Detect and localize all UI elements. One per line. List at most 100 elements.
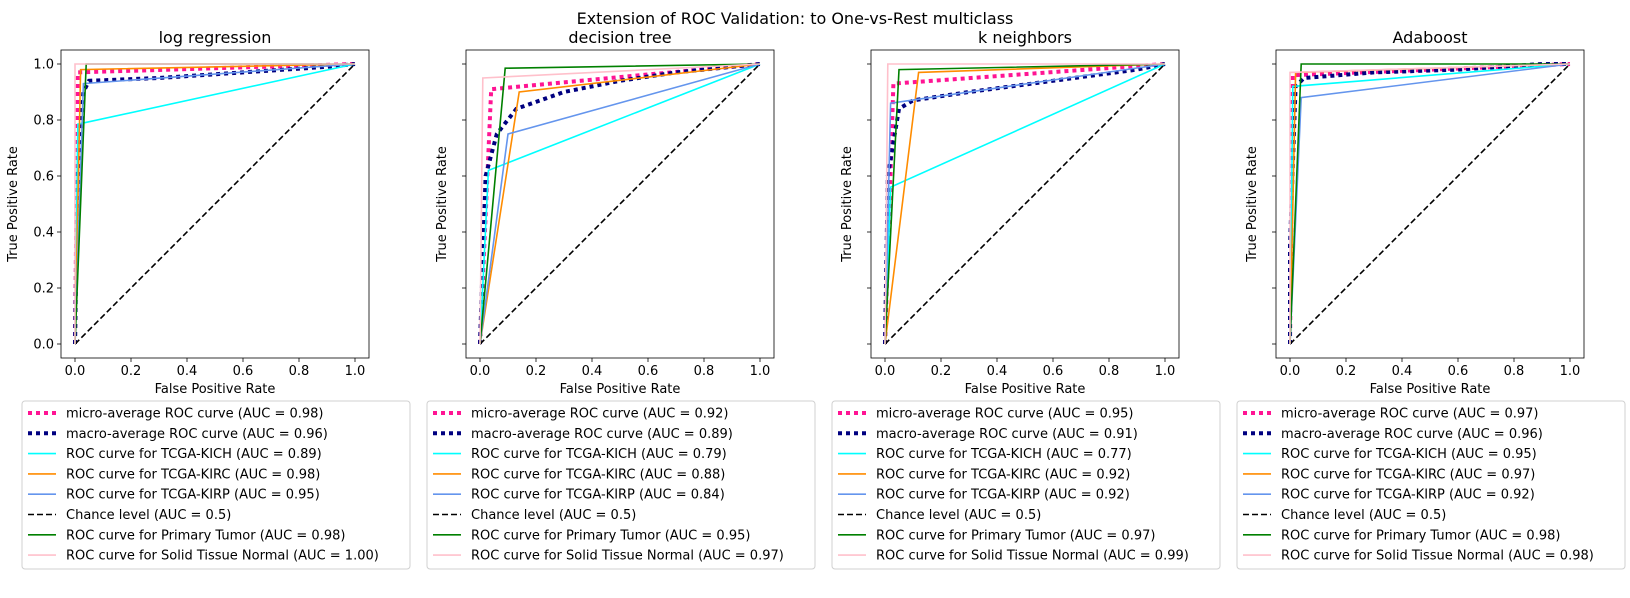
roc-curve-6 (1289, 63, 1571, 345)
legend-entry-4: ROC curve for TCGA-KIRC (AUC = 0.88) (471, 467, 725, 482)
x-tick-label: 1.0 (750, 364, 771, 379)
curves (1288, 62, 1571, 345)
x-tick-label: 0.6 (1448, 364, 1469, 379)
legend-entry-5: ROC curve for TCGA-KIRP (AUC = 0.84) (471, 488, 725, 503)
legend-box (426, 400, 816, 570)
legend-entry-7: ROC curve for Primary Tumor (AUC = 0.97) (876, 528, 1155, 543)
x-tick-label: 0.8 (694, 364, 715, 379)
legend-entry-2: macro-average ROC curve (AUC = 0.89) (471, 427, 733, 442)
x-tick-label: 0.6 (1043, 364, 1064, 379)
legend-box (21, 400, 411, 570)
x-axis-label: False Positive Rate (965, 382, 1086, 397)
legend-entry-7: ROC curve for Primary Tumor (AUC = 0.98) (1281, 528, 1560, 543)
y-tick-label: 0.8 (33, 114, 54, 129)
y-tick-label: 0.0 (33, 338, 54, 353)
legend-entry-3: ROC curve for TCGA-KICH (AUC = 0.95) (1281, 447, 1537, 462)
roc-curve-8 (884, 63, 1165, 345)
legend: micro-average ROC curve (AUC = 0.97) macr… (1236, 400, 1626, 570)
legend-entry-8: ROC curve for Solid Tissue Normal (AUC =… (471, 549, 784, 564)
y-tick-label: 1.0 (33, 58, 54, 73)
x-tick-label: 0.0 (1280, 364, 1301, 379)
subplot-4: Adaboost 0.0 0.2 0.4 0.6 0.8 1.0 False Positive… (1236, 28, 1626, 570)
x-tick-label: 0.0 (470, 364, 491, 379)
legend-entry-3: ROC curve for TCGA-KICH (AUC = 0.89) (66, 447, 322, 462)
legend: micro-average ROC curve (AUC = 0.98) macr… (21, 400, 411, 570)
subplot-title: Adaboost (1393, 28, 1468, 47)
subplot-title: k neighbors (978, 28, 1072, 47)
axes-frame (465, 49, 775, 359)
roc-curve-2 (1288, 62, 1570, 344)
x-axis-label: False Positive Rate (155, 382, 276, 397)
x-tick-label: 0.4 (582, 364, 603, 379)
y-tick-label: 0.4 (33, 226, 54, 241)
roc-curve-3 (1289, 63, 1571, 345)
legend: micro-average ROC curve (AUC = 0.95) macr… (831, 400, 1221, 570)
figure-suptitle: Extension of ROC Validation: to One-vs-R… (577, 9, 1014, 28)
x-axis-label: False Positive Rate (1370, 382, 1491, 397)
roc-curve-4 (884, 63, 1166, 345)
roc-curve-4 (479, 63, 761, 345)
legend-entry-1: micro-average ROC curve (AUC = 0.92) (471, 407, 728, 422)
legend-entry-6: Chance level (AUC = 0.5) (876, 508, 1041, 523)
subplot-title: decision tree (568, 28, 671, 47)
y-axis-label: True Positive Rate (1245, 146, 1260, 263)
legend-entry-1: micro-average ROC curve (AUC = 0.95) (876, 407, 1133, 422)
legend-entry-7: ROC curve for Primary Tumor (AUC = 0.95) (471, 528, 750, 543)
x-tick-label: 0.2 (526, 364, 547, 379)
curves (73, 62, 356, 345)
roc-curve-8 (479, 63, 761, 345)
roc-curve-4 (74, 63, 356, 345)
legend-entry-2: macro-average ROC curve (AUC = 0.96) (66, 427, 328, 442)
legend-entry-3: ROC curve for TCGA-KICH (AUC = 0.79) (471, 447, 727, 462)
legend-entry-6: Chance level (AUC = 0.5) (66, 508, 231, 523)
y-axis-label: True Positive Rate (840, 146, 855, 263)
subplot-title: log regression (159, 28, 272, 47)
x-tick-label: 0.8 (1504, 364, 1525, 379)
x-tick-label: 0.0 (875, 364, 896, 379)
roc-curve-7 (479, 63, 761, 345)
legend-entry-7: ROC curve for Primary Tumor (AUC = 0.98) (66, 528, 345, 543)
y-tick-label: 0.6 (33, 170, 54, 185)
x-tick-label: 0.4 (987, 364, 1008, 379)
legend-box (831, 400, 1221, 570)
axes-frame (1275, 49, 1585, 359)
x-tick-label: 0.4 (1392, 364, 1413, 379)
roc-curve-6 (884, 63, 1166, 345)
subplot-1: log regression 0.0 0.0 0.2 0.2 0.4 0.4 0.6 0.6 0.… (6, 28, 411, 570)
curves (478, 62, 761, 345)
x-tick-label: 0.2 (121, 364, 142, 379)
axes-frame (60, 49, 370, 359)
x-tick-label: 1.0 (345, 364, 366, 379)
x-tick-label: 0.8 (1099, 364, 1120, 379)
x-tick-label: 0.2 (931, 364, 952, 379)
legend-box (1236, 400, 1626, 570)
x-tick-label: 0.8 (289, 364, 310, 379)
legend-entry-4: ROC curve for TCGA-KIRC (AUC = 0.98) (66, 467, 320, 482)
y-tick-label: 0.2 (33, 282, 54, 297)
x-tick-label: 1.0 (1155, 364, 1176, 379)
legend-entry-5: ROC curve for TCGA-KIRP (AUC = 0.92) (1281, 488, 1535, 503)
x-axis-label: False Positive Rate (560, 382, 681, 397)
subplot-3: k neighbors 0.0 0.2 0.4 0.6 0.8 1.0 False Posit… (831, 28, 1221, 570)
roc-curve-6 (74, 63, 356, 345)
roc-curve-8 (1289, 63, 1571, 344)
legend-entry-6: Chance level (AUC = 0.5) (1281, 508, 1446, 523)
legend-entry-1: micro-average ROC curve (AUC = 0.98) (66, 407, 323, 422)
roc-curve-1 (883, 62, 1166, 345)
legend-entry-8: ROC curve for Solid Tissue Normal (AUC =… (66, 549, 379, 564)
y-axis-label: True Positive Rate (435, 146, 450, 263)
x-tick-label: 0.2 (1336, 364, 1357, 379)
roc-curve-7 (1289, 63, 1570, 345)
roc-curve-7 (884, 63, 1166, 345)
roc-curve-5 (479, 63, 761, 345)
roc-curve-6 (479, 63, 761, 345)
x-tick-label: 1.0 (1560, 364, 1581, 379)
curves (883, 62, 1166, 345)
roc-curve-8 (74, 63, 355, 344)
legend-entry-1: micro-average ROC curve (AUC = 0.97) (1281, 407, 1538, 422)
legend: micro-average ROC curve (AUC = 0.92) macr… (426, 400, 816, 570)
x-tick-label: 0.4 (177, 364, 198, 379)
roc-curve-5 (884, 63, 1166, 345)
roc-curve-3 (479, 63, 761, 345)
